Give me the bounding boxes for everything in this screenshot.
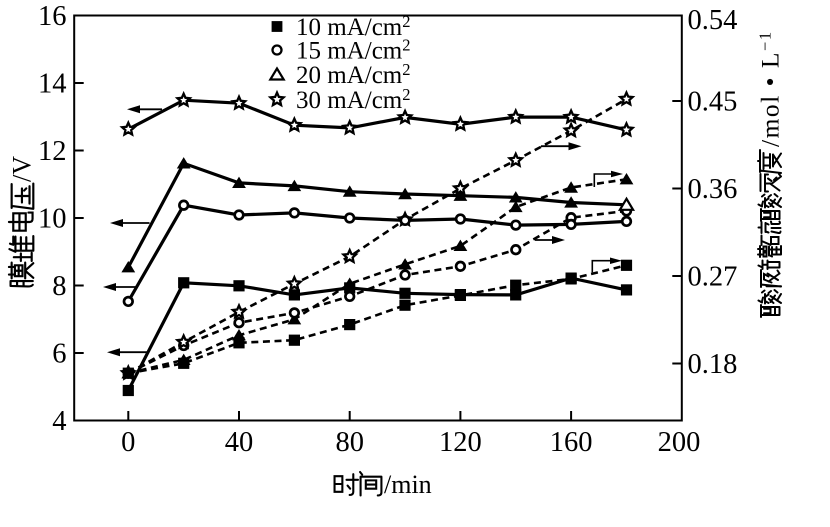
svg-text:0.18: 0.18 xyxy=(688,349,738,380)
svg-text:0.54: 0.54 xyxy=(688,5,738,36)
svg-text:/min: /min xyxy=(384,470,432,499)
svg-text:80: 80 xyxy=(335,427,364,458)
svg-text:10 mA/cm2: 10 mA/cm2 xyxy=(296,12,411,41)
svg-text:0.27: 0.27 xyxy=(688,262,738,293)
svg-text:160: 160 xyxy=(550,427,593,458)
svg-text:15 mA/cm2: 15 mA/cm2 xyxy=(296,36,411,65)
svg-text:14: 14 xyxy=(38,69,67,100)
svg-text:20 mA/cm2: 20 mA/cm2 xyxy=(296,60,411,89)
svg-text:8: 8 xyxy=(52,271,66,302)
svg-text:16: 16 xyxy=(38,1,67,32)
svg-text:4: 4 xyxy=(52,406,66,437)
svg-text:/V: /V xyxy=(7,156,36,182)
svg-text:0.45: 0.45 xyxy=(688,87,738,118)
svg-text:0.36: 0.36 xyxy=(688,174,738,205)
svg-text:40: 40 xyxy=(225,427,254,458)
svg-text:10: 10 xyxy=(38,204,67,235)
svg-text:6: 6 xyxy=(52,339,66,370)
svg-text:200: 200 xyxy=(658,427,701,458)
svg-text:120: 120 xyxy=(439,427,482,458)
svg-text:12: 12 xyxy=(38,136,67,167)
svg-text:30 mA/cm2: 30 mA/cm2 xyxy=(296,85,411,114)
svg-text:0: 0 xyxy=(121,427,135,458)
